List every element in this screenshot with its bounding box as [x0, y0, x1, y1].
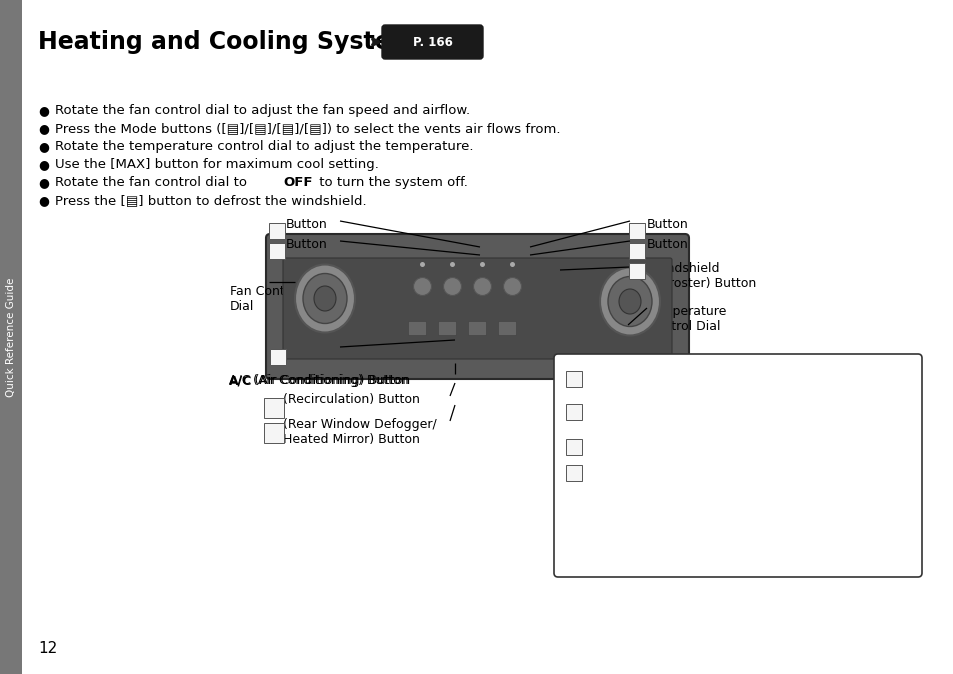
FancyBboxPatch shape	[565, 439, 581, 455]
Text: P. 166: P. 166	[412, 36, 452, 49]
Text: Quick Reference Guide: Quick Reference Guide	[6, 277, 16, 397]
Circle shape	[510, 262, 515, 267]
Text: Button: Button	[286, 238, 328, 251]
Text: Rotate the fan control dial to: Rotate the fan control dial to	[55, 176, 251, 189]
Text: ●: ●	[38, 176, 49, 189]
Text: Use the [MAX] button for maximum cool setting.: Use the [MAX] button for maximum cool se…	[55, 158, 378, 171]
Ellipse shape	[303, 274, 347, 324]
FancyBboxPatch shape	[438, 321, 456, 336]
FancyBboxPatch shape	[283, 258, 671, 359]
Text: (Air Conditioning) Button: (Air Conditioning) Button	[249, 374, 408, 387]
FancyBboxPatch shape	[498, 321, 516, 336]
Text: Fan Control
Dial: Fan Control Dial	[230, 285, 300, 313]
FancyBboxPatch shape	[269, 243, 285, 259]
FancyBboxPatch shape	[269, 223, 285, 239]
Text: Button: Button	[646, 238, 688, 251]
Text: Air flows from dashboard
vents.: Air flows from dashboard vents.	[586, 374, 743, 402]
FancyBboxPatch shape	[628, 243, 644, 259]
FancyBboxPatch shape	[554, 354, 921, 577]
FancyBboxPatch shape	[565, 465, 581, 481]
Text: Heating and Cooling System*: Heating and Cooling System*	[38, 30, 428, 54]
FancyBboxPatch shape	[565, 371, 581, 387]
Text: A/C (Air Conditioning) Button: A/C (Air Conditioning) Button	[229, 374, 410, 387]
Text: OFF: OFF	[283, 176, 313, 189]
Text: Air flows from floor and
windshield defroster vents.: Air flows from floor and windshield defr…	[586, 468, 757, 496]
Circle shape	[413, 278, 431, 295]
Ellipse shape	[314, 286, 335, 311]
Circle shape	[473, 278, 491, 295]
Ellipse shape	[599, 268, 659, 336]
Text: ●: ●	[38, 158, 49, 171]
Text: ●: ●	[38, 140, 49, 153]
FancyBboxPatch shape	[266, 234, 688, 379]
FancyBboxPatch shape	[468, 321, 486, 336]
FancyBboxPatch shape	[270, 349, 286, 365]
Text: Rotate the temperature control dial to adjust the temperature.: Rotate the temperature control dial to a…	[55, 140, 473, 153]
Text: ●: ●	[38, 122, 49, 135]
Text: Button: Button	[288, 344, 330, 357]
Circle shape	[450, 262, 455, 267]
Circle shape	[443, 278, 461, 295]
Circle shape	[479, 262, 484, 267]
Text: (Windshield
Defroster) Button: (Windshield Defroster) Button	[646, 262, 756, 290]
Text: ●: ●	[38, 104, 49, 117]
Text: to turn the system off.: to turn the system off.	[314, 176, 467, 189]
FancyBboxPatch shape	[408, 321, 426, 336]
Bar	[0, 0, 22, 674]
FancyBboxPatch shape	[628, 223, 644, 239]
Text: Temperature
Control Dial: Temperature Control Dial	[646, 305, 725, 333]
FancyBboxPatch shape	[628, 263, 644, 279]
Text: Press the Mode buttons ([▤]/[▤]/[▤]/[▤]) to select the vents air flows from.: Press the Mode buttons ([▤]/[▤]/[▤]/[▤])…	[55, 122, 560, 135]
FancyBboxPatch shape	[565, 404, 581, 420]
Text: Button: Button	[286, 218, 328, 231]
Circle shape	[503, 278, 521, 295]
Text: ●: ●	[38, 194, 49, 207]
Text: Air flows from floor and
dashboard vents.: Air flows from floor and dashboard vents…	[586, 407, 733, 435]
Text: Air flows from floor vents.: Air flows from floor vents.	[586, 442, 747, 455]
Text: Rotate the fan control dial to adjust the fan speed and airflow.: Rotate the fan control dial to adjust th…	[55, 104, 470, 117]
Text: Press the [▤] button to defrost the windshield.: Press the [▤] button to defrost the wind…	[55, 194, 366, 207]
Text: A/C: A/C	[229, 374, 253, 387]
Text: 12: 12	[38, 641, 57, 656]
Text: Button: Button	[646, 218, 688, 231]
FancyBboxPatch shape	[264, 423, 284, 443]
FancyBboxPatch shape	[264, 398, 284, 418]
Ellipse shape	[607, 276, 651, 326]
Text: (Recirculation) Button: (Recirculation) Button	[283, 393, 419, 406]
FancyBboxPatch shape	[381, 25, 482, 59]
Text: (Rear Window Defogger/
Heated Mirror) Button: (Rear Window Defogger/ Heated Mirror) Bu…	[283, 418, 436, 446]
Circle shape	[419, 262, 424, 267]
Ellipse shape	[294, 264, 355, 332]
Ellipse shape	[618, 289, 640, 314]
